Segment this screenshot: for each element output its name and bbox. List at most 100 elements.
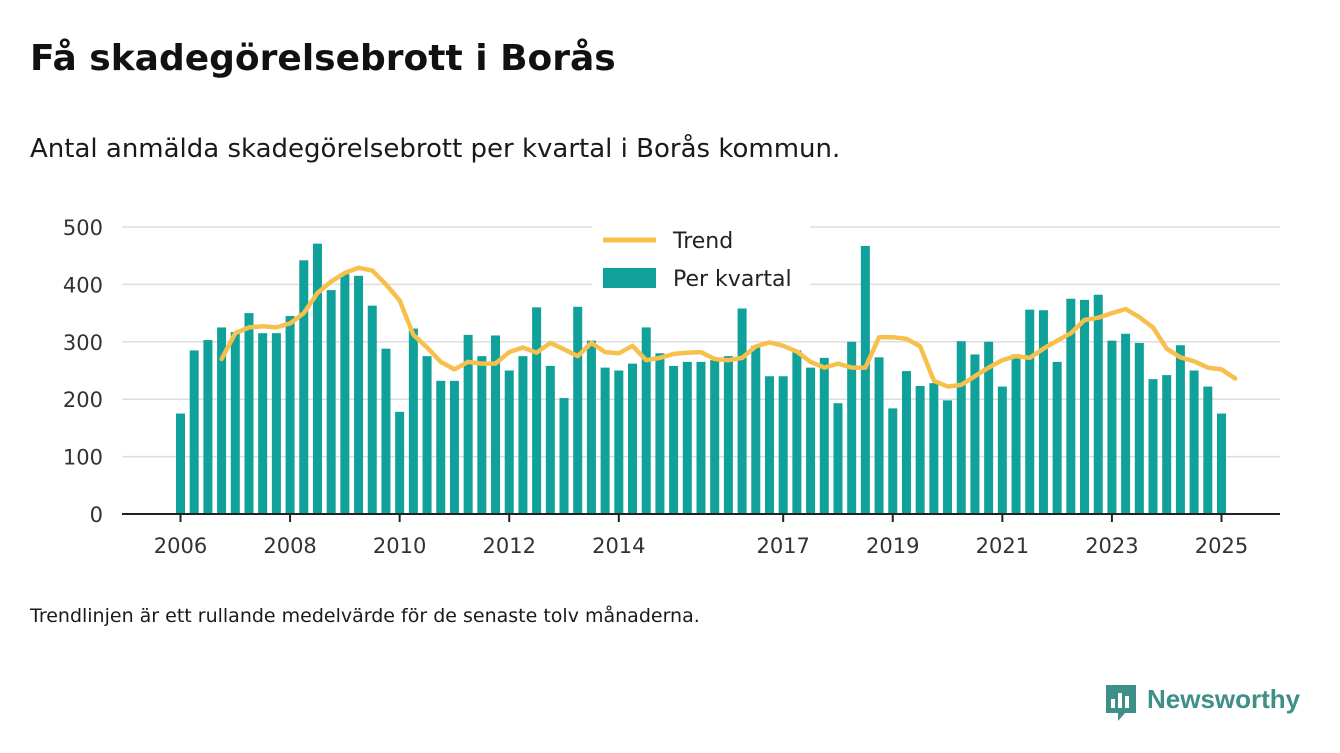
bar — [230, 332, 240, 514]
bar — [312, 243, 322, 514]
bar — [847, 341, 857, 514]
footnote: Trendlinjen är ett rullande medelvärde f… — [30, 605, 700, 627]
chart-subtitle: Antal anmälda skadegörelsebrott per kvar… — [30, 134, 841, 164]
bar — [1189, 370, 1199, 514]
bar — [628, 363, 638, 514]
bar — [1107, 340, 1117, 514]
x-tick-label: 2010 — [373, 534, 426, 558]
bar — [1093, 294, 1103, 514]
bar — [1217, 413, 1226, 514]
bar — [764, 376, 774, 514]
x-tick-label: 2017 — [756, 534, 809, 558]
bar — [189, 350, 199, 514]
bar — [203, 340, 213, 514]
x-tick-label: 2023 — [1085, 534, 1138, 558]
y-tick-label: 400 — [63, 273, 103, 297]
bar — [408, 328, 418, 514]
brand-logo[interactable]: Newsworthy — [1103, 682, 1313, 724]
bar — [997, 386, 1007, 514]
bar — [751, 345, 761, 514]
bar — [915, 385, 925, 514]
y-tick-label: 500 — [63, 216, 103, 240]
bar — [340, 274, 350, 514]
bar — [518, 356, 528, 514]
x-tick-label: 2006 — [154, 534, 207, 558]
bar — [1038, 310, 1048, 514]
bar — [422, 356, 432, 514]
x-tick-label: 2025 — [1195, 534, 1248, 558]
bar — [504, 370, 514, 514]
bar — [176, 413, 185, 514]
trend-series — [219, 265, 1238, 389]
axes: 0 100 200 300 400 500 2006 2008 2010 2012 2014 2017… — [63, 216, 1280, 558]
bar — [737, 308, 747, 514]
bar — [723, 356, 733, 514]
y-tick-label: 100 — [63, 446, 103, 470]
bar — [463, 334, 473, 514]
bar — [806, 367, 816, 514]
legend: Trend Per kvartal — [592, 222, 810, 294]
newsworthy-logo-icon — [1106, 685, 1136, 721]
bar — [477, 356, 487, 514]
bar — [381, 348, 391, 514]
legend-label-trend: Trend — [672, 229, 733, 254]
chart-title: Få skadegörelsebrott i Borås — [30, 38, 616, 79]
bar — [1011, 354, 1021, 514]
bar — [1025, 309, 1035, 514]
bar — [710, 360, 720, 514]
bar — [449, 380, 459, 514]
bar — [682, 361, 692, 514]
bar — [395, 411, 405, 514]
bar-series — [176, 243, 1226, 514]
bar — [669, 365, 679, 514]
bar — [326, 290, 336, 514]
bar — [354, 275, 364, 514]
x-tick-label: 2012 — [483, 534, 536, 558]
bar — [586, 340, 596, 514]
bar — [833, 403, 843, 514]
bar — [655, 353, 665, 514]
legend-label-per-kvartal: Per kvartal — [673, 267, 792, 292]
bar — [299, 260, 309, 514]
bar — [860, 245, 870, 514]
bar — [258, 333, 268, 514]
bar — [929, 383, 939, 514]
bar — [956, 341, 966, 514]
x-tick-label: 2014 — [592, 534, 645, 558]
bar — [901, 371, 911, 514]
y-tick-label: 200 — [63, 388, 103, 412]
bar — [1203, 386, 1213, 514]
legend-swatch-per-kvartal — [603, 268, 656, 288]
bar-line-chart: 0 100 200 300 400 500 2006 2008 2010 2012 2014 2017… — [63, 216, 1280, 558]
bar — [874, 357, 884, 514]
bar — [1052, 361, 1062, 514]
bar — [436, 380, 446, 514]
bar — [285, 315, 295, 514]
bar — [1080, 299, 1090, 514]
bar — [1148, 379, 1158, 514]
bar — [984, 341, 994, 514]
bar — [545, 365, 555, 514]
bar — [696, 361, 706, 514]
bar — [573, 306, 583, 514]
bar — [1134, 342, 1144, 514]
bar — [532, 307, 542, 514]
x-tick-label: 2021 — [976, 534, 1029, 558]
trend-line — [219, 265, 1238, 389]
bar — [1175, 345, 1185, 514]
bar — [943, 400, 953, 514]
bar — [244, 313, 254, 514]
bar — [1121, 333, 1131, 514]
y-tick-label: 300 — [63, 331, 103, 355]
bar — [641, 327, 651, 514]
x-tick-label: 2019 — [866, 534, 919, 558]
bar — [367, 305, 377, 514]
bar — [970, 354, 980, 514]
bar — [614, 370, 624, 514]
bar — [559, 398, 569, 514]
bar — [888, 408, 898, 514]
bar — [271, 333, 281, 514]
bar — [600, 367, 610, 514]
bar — [491, 335, 501, 514]
bar — [1066, 298, 1076, 514]
